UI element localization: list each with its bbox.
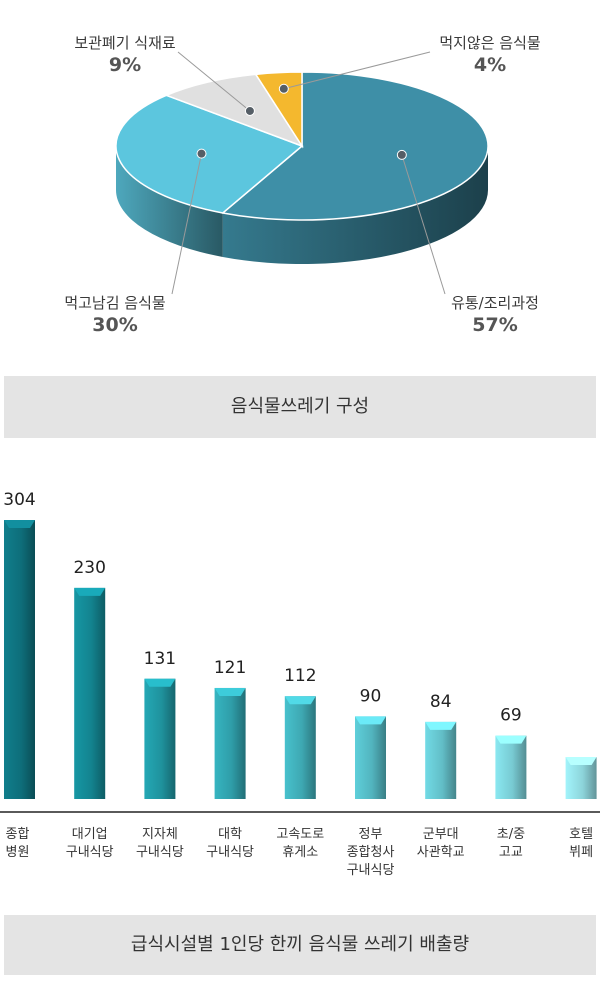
bar-top-bevel [355,716,386,725]
bar-category-label-line: 병원 [5,845,30,860]
bar-value-label: 304 [3,490,35,510]
bar-top-bevel [565,757,597,765]
pie-chart-caption: 음식물쓰레기 구성 [4,376,596,438]
bar-value-label: 121 [214,658,246,678]
bar-top-bevel [144,678,176,687]
pie-label-name: 먹고남김 음식물 [64,294,166,312]
bar-value-label: 90 [360,686,382,706]
pie-leader-line [283,51,431,90]
bar-top-bevel [284,696,316,705]
pie-leader-dot [244,105,255,116]
pie-leader-dot [278,83,289,94]
bar-category-label-line: 종합청사 [346,845,395,860]
bar-chart: 304 230 131 121 112 90 84 69 종합 병원 대기업 구내식당 지자체 구내식당… [0,470,600,890]
bar [144,678,176,799]
bar-category-label-line: 호텔 [569,827,594,842]
pie-label-storage-waste: 보관폐기 식재료 9% [40,34,210,77]
bar [214,687,246,799]
bar [355,716,386,799]
bar-category-label-line: 종합 [5,827,30,842]
bar-category-label-line: 사관학교 [416,845,465,860]
pie-label-percent: 9% [108,54,142,76]
pie-leader-line [401,154,446,295]
bar-value-label: 84 [430,692,452,712]
pie-slice-side [116,146,223,257]
pie-label-name: 유통/조리과정 [451,294,539,312]
pie-chart: 보관폐기 식재료 9% 먹지않은 음식물 4% 먹고남김 음식물 30% 유통/… [0,0,600,360]
pie-chart-svg [115,51,489,295]
pie-slice [115,94,304,214]
pie-label-percent: 4% [473,54,507,76]
bar-category-label-line: 구내식당 [346,863,395,878]
bar-top-bevel [4,520,35,528]
pie-label-name: 먹지않은 음식물 [439,34,541,52]
bar [284,696,316,799]
pie-label-percent: 57% [472,314,518,336]
bar-category-label-line: 군부대 [422,827,459,842]
pie-leader-line [171,153,203,295]
bar-value-label: 112 [284,666,316,686]
bar-top-bevel [74,587,106,596]
bar-category-label-line: 지자체 [141,827,178,842]
bar-top-bevel [214,687,246,696]
bar-chart-svg: 304 230 131 121 112 90 84 69 [0,490,600,813]
pie-slice [164,73,304,148]
pie-label-leftovers: 먹고남김 음식물 30% [30,294,200,337]
bar-value-label: 131 [144,649,176,669]
bar-category-label-line: 대학 [218,827,243,842]
bar [4,520,35,799]
bar-category-label-line: 휴게소 [282,845,319,860]
bar-top-bevel [495,735,527,744]
pie-slice [221,71,489,221]
bar-category-label-line: 뷔페 [569,845,594,860]
pie-leader-line [177,51,251,112]
bar-category-label-line: 정부 [358,827,383,842]
bar [425,721,457,799]
bar-category-label-line: 대기업 [71,827,108,842]
bar-category-label-line: 구내식당 [135,845,184,860]
pie-label-distribution-cooking: 유통/조리과정 57% [405,294,585,337]
bar-value-label: 230 [73,558,105,578]
bar-category-label-line: 초/중 [496,827,526,842]
pie-slice-side [222,146,488,264]
pie-slice [254,71,303,149]
bar-value-label: 69 [500,706,522,726]
bar [495,735,527,799]
pie-label-untouched-food: 먹지않은 음식물 4% [405,34,575,77]
bar-category-label-line: 구내식당 [65,845,114,860]
pie-leader-dot [196,148,207,159]
bar-category-label-line: 고교 [498,845,523,860]
bar [74,587,106,799]
bar-top-bevel [425,721,457,730]
pie-leader-dot [396,149,407,160]
bar-category-label-line: 고속도로 [276,827,325,842]
pie-label-name: 보관폐기 식재료 [74,34,176,52]
pie-label-percent: 30% [92,314,138,336]
bar-category-label-line: 구내식당 [206,845,255,860]
bar-chart-caption: 급식시설별 1인당 한끼 음식물 쓰레기 배출량 [4,915,596,975]
